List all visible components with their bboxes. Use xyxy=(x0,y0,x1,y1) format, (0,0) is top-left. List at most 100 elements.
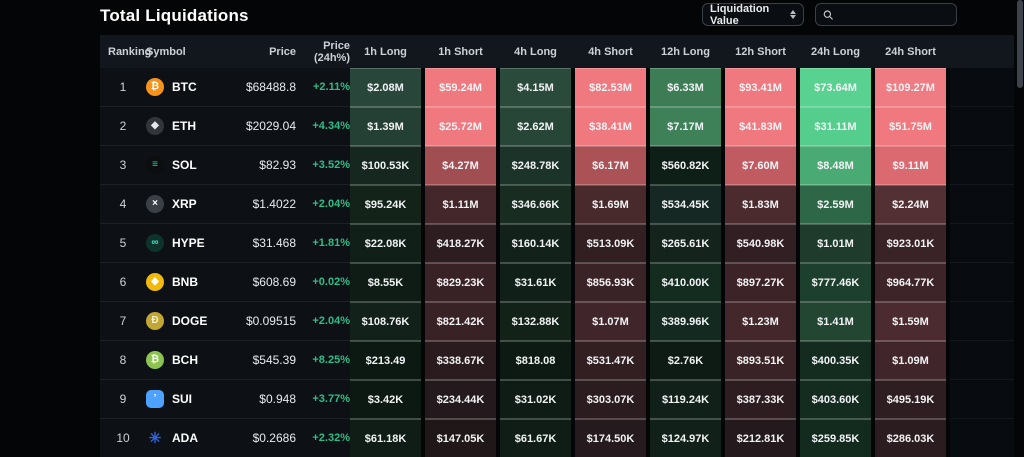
column-header-4h-short[interactable]: 4h Short xyxy=(588,45,633,58)
column-header-12h-long[interactable]: 12h Long xyxy=(661,45,710,58)
column-header-symbol[interactable]: Symbol xyxy=(146,45,186,58)
row-left-section: 1 ₿ BTC $68488.8 +2.11% xyxy=(100,68,350,107)
row-left-section: 7 Ð DOGE $0.09515 +2.04% xyxy=(100,302,350,341)
symbol-cell[interactable]: ◆ BNB xyxy=(146,273,224,291)
price-value: $0.09515 xyxy=(245,314,296,328)
liquidation-cell: $124.97K xyxy=(650,419,721,457)
price-change-value: +2.04% xyxy=(312,315,350,327)
liquidation-cell: $265.61K xyxy=(650,224,721,263)
price-change-value: +1.81% xyxy=(312,237,350,249)
liquidation-cell: $338.67K xyxy=(425,341,496,380)
table-row[interactable]: 1 ₿ BTC $68488.8 +2.11% $2.08M $59.24M $4.15M $8… xyxy=(100,68,1014,107)
column-header-1h-short[interactable]: 1h Short xyxy=(438,45,483,58)
price-change-value: +2.04% xyxy=(312,198,350,210)
table-row[interactable]: 4 × XRP $1.4022 +2.04% $95.24K $1.11M $346.66K $… xyxy=(100,185,1014,224)
liquidation-cell: $410.00K xyxy=(650,263,721,302)
liquidation-cell: $108.76K xyxy=(350,302,421,341)
liquidation-cell: $400.35K xyxy=(800,341,871,380)
bnb-coin-icon: ◆ xyxy=(146,273,164,291)
symbol-cell[interactable]: ₿ BTC xyxy=(146,78,224,96)
liquidation-cell: $6.17M xyxy=(575,146,646,185)
liquidation-cell: $61.18K xyxy=(350,419,421,457)
liquidation-cell: $31.02K xyxy=(500,380,571,419)
price-value: $0.948 xyxy=(259,392,296,406)
liquidation-cell: $1.11M xyxy=(425,185,496,224)
liquidation-cell: $160.14K xyxy=(500,224,571,263)
rank-value: 3 xyxy=(119,158,127,172)
symbol-label: BCH xyxy=(172,353,198,367)
column-header-12h-short[interactable]: 12h Short xyxy=(735,45,786,58)
liquidation-cell: $346.66K xyxy=(500,185,571,224)
liquidation-cell: $495.19K xyxy=(875,380,946,419)
liquidation-cell: $303.07K xyxy=(575,380,646,419)
toolbar-controls: Liquidation Value xyxy=(702,3,957,27)
rank-value: 9 xyxy=(119,392,127,406)
liquidation-cell: $6.33M xyxy=(650,68,721,107)
liquidation-cell: $893.51K xyxy=(725,341,796,380)
table-row[interactable]: 6 ◆ BNB $608.69 +0.02% $8.55K $829.23K $31.61K $… xyxy=(100,263,1014,302)
table-row[interactable]: 5 ∞ HYPE $31.468 +1.81% $22.08K $418.27K $160.1… xyxy=(100,224,1014,263)
liquidation-cell: $259.85K xyxy=(800,419,871,457)
symbol-cell[interactable]: ∞ HYPE xyxy=(146,234,224,252)
search-input[interactable] xyxy=(839,8,949,21)
search-box[interactable] xyxy=(815,3,957,26)
liquidation-cell: $2.08M xyxy=(350,68,421,107)
xrp-coin-icon: × xyxy=(146,195,164,213)
rank-value: 10 xyxy=(116,431,130,445)
liquidation-cells: $8.55K $829.23K $31.61K $856.93K $410.00K $89… xyxy=(350,263,950,302)
liquidation-cell: $25.72M xyxy=(425,107,496,146)
rank-value: 6 xyxy=(119,275,127,289)
table-row[interactable]: 7 Ð DOGE $0.09515 +2.04% $108.76K $821.42K $132… xyxy=(100,302,1014,341)
liquidation-cells: $213.49 $338.67K $818.08 $531.47K $2.76K $893… xyxy=(350,341,950,380)
price-value: $608.69 xyxy=(252,275,296,289)
symbol-cell[interactable]: Ð DOGE xyxy=(146,312,224,330)
table-row[interactable]: 3 ≡ SOL $82.93 +3.52% $100.53K $4.27M $248.78K $… xyxy=(100,146,1014,185)
symbol-label: SUI xyxy=(172,392,193,406)
symbol-cell[interactable]: ✳ ADA xyxy=(146,429,224,447)
page-title: Total Liquidations xyxy=(100,6,249,25)
symbol-cell[interactable]: ◆ ETH xyxy=(146,117,224,135)
liquidation-cell: $93.41M xyxy=(725,68,796,107)
scrollbar-thumb[interactable] xyxy=(1017,0,1023,88)
header-metric-cells: 1h Long 1h Short 4h Long 4h Short 12h Long 12… xyxy=(350,46,950,58)
liquidation-value-dropdown[interactable]: Liquidation Value xyxy=(702,3,804,27)
column-header-price[interactable]: Price xyxy=(269,45,296,58)
table-row[interactable]: 8 ₿ BCH $545.39 +8.25% $213.49 $338.67K $818.08… xyxy=(100,341,1014,380)
rank-value: 4 xyxy=(119,197,127,211)
liquidation-cell: $174.50K xyxy=(575,419,646,457)
symbol-label: HYPE xyxy=(172,236,205,250)
liquidation-cell: $8.55K xyxy=(350,263,421,302)
table-row[interactable]: 9’ SUI $0.948 +3.77% $3.42K $234.44K $31.02K $3… xyxy=(100,380,1014,419)
column-header-24h-short[interactable]: 24h Short xyxy=(885,45,936,58)
liquidation-cell: $4.15M xyxy=(500,68,571,107)
liquidation-cell: $22.08K xyxy=(350,224,421,263)
liquidation-cell: $821.42K xyxy=(425,302,496,341)
symbol-cell[interactable]: ≡ SOL xyxy=(146,156,224,174)
liquidation-cell: $212.81K xyxy=(725,419,796,457)
symbol-cell[interactable]: ’ SUI xyxy=(146,390,224,408)
table-row[interactable]: 10 ✳ ADA $0.2686 +2.32% $61.18K $147.05K $61.67… xyxy=(100,419,1014,457)
column-header-1h-long[interactable]: 1h Long xyxy=(364,45,407,58)
liquidation-cells: $2.08M $59.24M $4.15M $82.53M $6.33M $93.41M $… xyxy=(350,68,950,107)
row-tail-spacer xyxy=(950,302,1014,341)
bch-coin-icon: ₿ xyxy=(146,351,164,369)
row-tail-spacer xyxy=(950,263,1014,302)
symbol-cell[interactable]: × XRP xyxy=(146,195,224,213)
column-header-price-24h[interactable]: Price (24h%) xyxy=(313,39,350,64)
hype-coin-icon: ∞ xyxy=(146,234,164,252)
liquidation-cell: $418.27K xyxy=(425,224,496,263)
liquidation-cell: $119.24K xyxy=(650,380,721,419)
doge-coin-icon: Ð xyxy=(146,312,164,330)
liquidation-cell: $95.24K xyxy=(350,185,421,224)
column-header-4h-long[interactable]: 4h Long xyxy=(514,45,557,58)
liquidation-cell: $2.24M xyxy=(875,185,946,224)
column-header-ranking[interactable]: Ranking xyxy=(108,45,152,58)
liquidation-cell: $248.78K xyxy=(500,146,571,185)
symbol-cell[interactable]: ₿ BCH xyxy=(146,351,224,369)
liquidation-cell: $403.60K xyxy=(800,380,871,419)
sui-coin-icon: ’ xyxy=(146,390,164,408)
ada-coin-icon: ✳ xyxy=(148,429,162,447)
table-row[interactable]: 2 ◆ ETH $2029.04 +4.34% $1.39M $25.72M $2.62M $3… xyxy=(100,107,1014,146)
column-header-24h-long[interactable]: 24h Long xyxy=(811,45,860,58)
price-change-value: +2.11% xyxy=(312,81,350,93)
